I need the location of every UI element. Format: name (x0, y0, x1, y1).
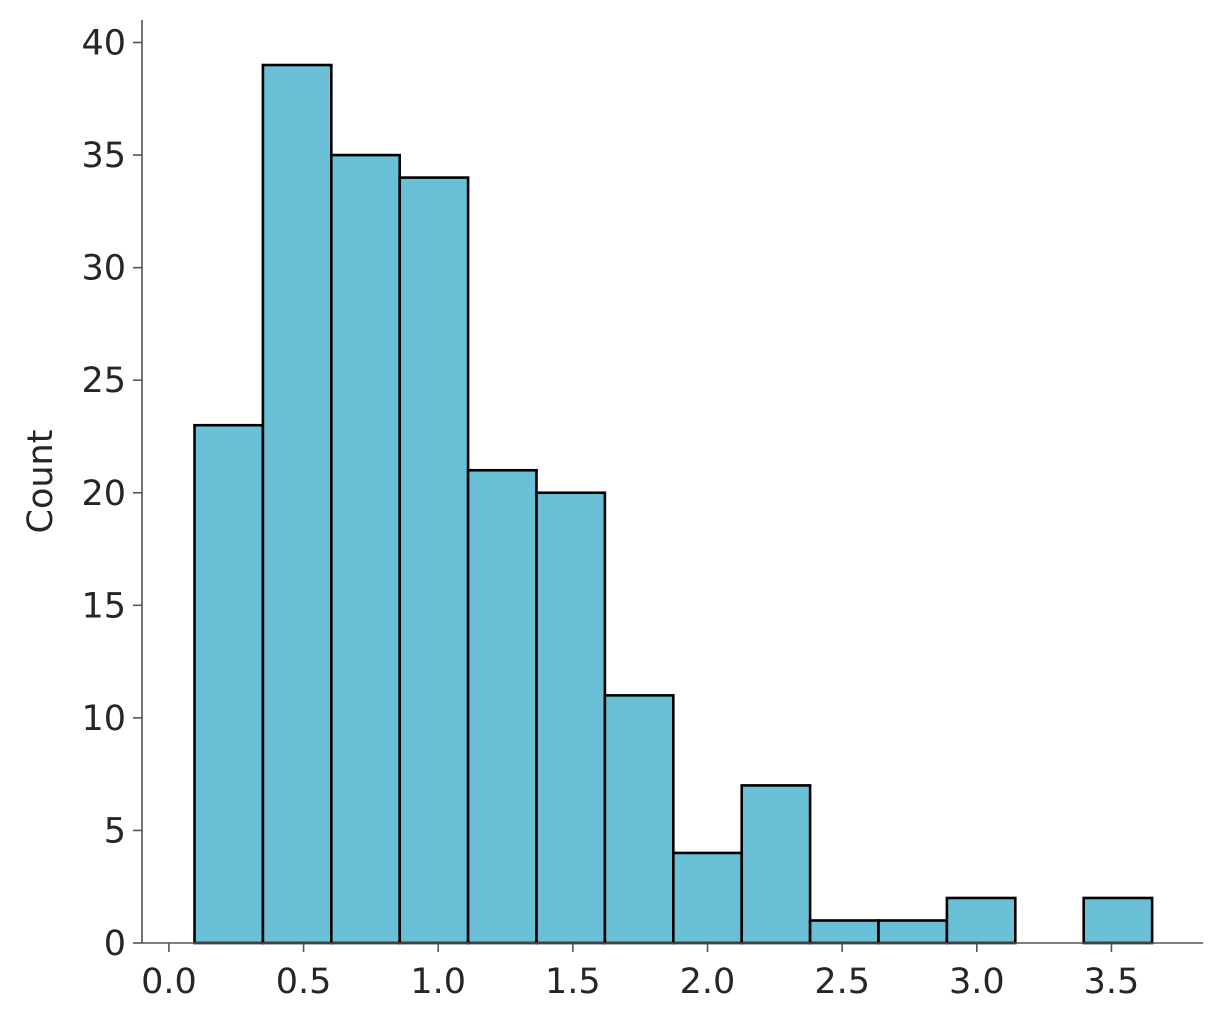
histogram-bar (808, 919, 880, 945)
histogram-bar (330, 153, 402, 945)
histogram-bar (603, 694, 675, 945)
histogram-bar (1082, 896, 1154, 945)
histogram-bar (398, 176, 470, 945)
x-tick-label: 2.5 (814, 962, 870, 1002)
x-axis-ticks: 0.0 0.5 1.0 1.5 2.0 2.5 3.0 3.5 (141, 943, 1139, 1002)
x-tick-label: 0.0 (141, 962, 197, 1002)
x-tick-label: 0.5 (276, 962, 332, 1002)
y-tick-label: 5 (104, 811, 126, 851)
histogram-bar (193, 423, 265, 945)
y-tick-label: 15 (81, 586, 126, 626)
y-tick-label: 0 (104, 924, 126, 964)
histogram-bar (261, 63, 333, 945)
x-tick-label: 2.0 (680, 962, 736, 1002)
x-tick-label: 3.0 (949, 962, 1005, 1002)
y-tick-label: 40 (81, 24, 126, 64)
y-tick-label: 25 (81, 361, 126, 401)
histogram-bar (466, 468, 538, 945)
y-tick-label: 35 (81, 136, 126, 176)
y-tick-label: 20 (81, 474, 126, 514)
histogram-bar (877, 919, 949, 945)
histogram-bar (672, 851, 744, 945)
x-tick-label: 1.5 (545, 962, 601, 1002)
histogram-bar (945, 896, 1017, 945)
y-axis-label: Count (21, 430, 61, 534)
bars-group (193, 63, 1154, 945)
y-tick-label: 30 (81, 249, 126, 289)
y-tick-label: 10 (81, 699, 126, 739)
histogram-bar (740, 784, 812, 945)
y-axis-ticks: 0 5 10 15 20 25 30 35 40 (81, 24, 142, 964)
x-tick-label: 1.0 (410, 962, 466, 1002)
histogram-bar (535, 491, 607, 945)
x-tick-label: 3.5 (1084, 962, 1140, 1002)
